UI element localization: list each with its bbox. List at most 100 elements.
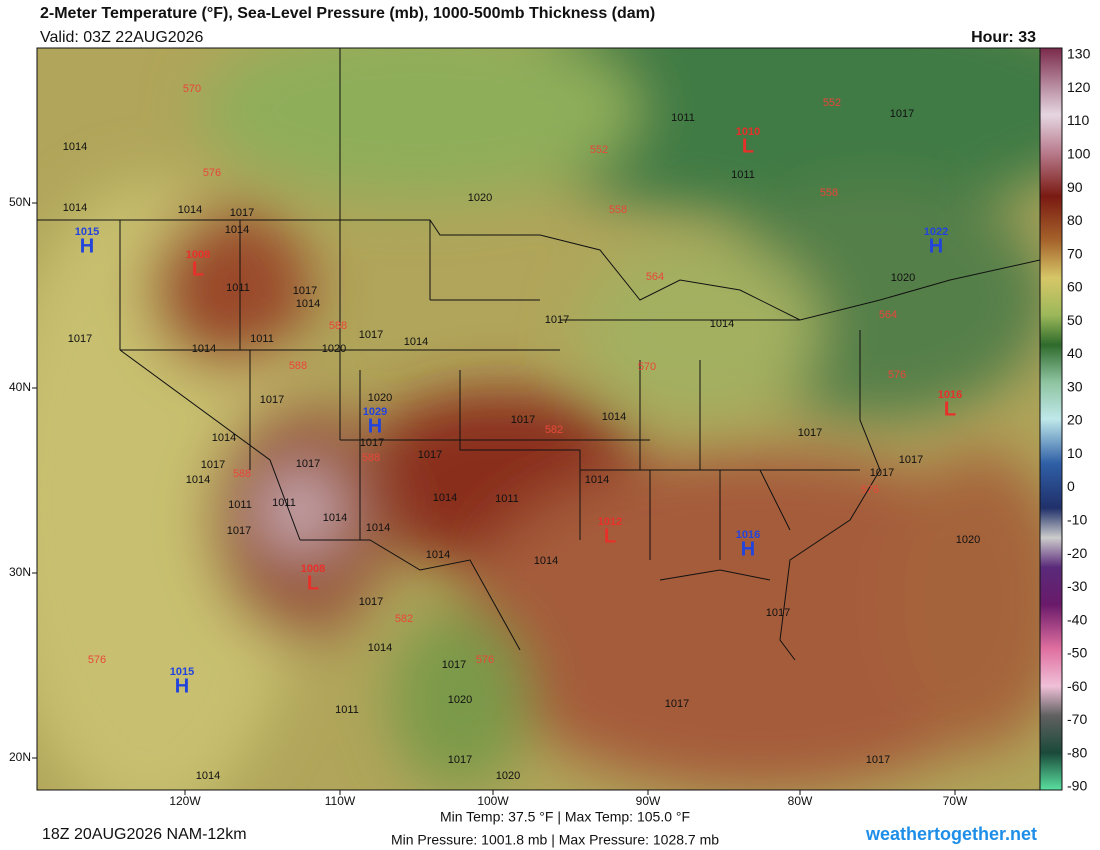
isobar-label: 1014 [196,770,220,782]
colorbar-label: 130 [1067,46,1091,62]
thickness-label: 558 [609,204,627,216]
center-value: 1010 [736,126,760,138]
lat-label: 50N [9,195,31,209]
thickness-label: 576 [88,654,106,666]
isobar-label: 1011 [671,112,695,124]
colorbar-label: 30 [1067,378,1083,394]
center-value: 1029 [363,406,387,418]
thickness-label: 588 [329,320,347,332]
colorbar [1039,47,1063,791]
center-letter: H [175,675,189,697]
isobar-label: 1014 [534,555,558,567]
colorbar-label: 10 [1067,445,1083,461]
colorbar-label: 80 [1067,212,1083,228]
isobar-label: 1014 [710,318,734,330]
isobar-label: 1020 [322,343,346,355]
thickness-label: 588 [289,360,307,372]
isobar-label: 1014 [296,298,320,310]
colorbar-label: 70 [1067,245,1083,261]
thickness-label: 564 [879,309,897,321]
center-letter: H [741,538,755,560]
isobar-label: 1020 [368,392,392,404]
isobar-label: 1011 [250,333,274,345]
isobar-label: 1017 [293,285,317,297]
center-value: 1022 [924,226,948,238]
center-letter: L [944,398,956,420]
isobar-label: 1014 [426,549,450,561]
thickness-label: 576 [203,167,221,179]
colorbar-label: -50 [1067,645,1087,661]
isobar-label: 1017 [899,454,923,466]
lat-label: 30N [9,565,31,579]
isobar-label: 1011 [731,169,755,181]
isobar-label: 1014 [192,343,216,355]
isobar-label: 1017 [260,394,284,406]
isobar-label: 1014 [212,432,236,444]
colorbar-label: -90 [1067,778,1087,794]
lon-label: 80W [788,794,813,808]
lon-label: 70W [943,794,968,808]
site-link: weathertogether.net [865,824,1037,844]
thickness-label: 582 [545,424,563,436]
isobar-label: 1017 [201,459,225,471]
center-value: 1008 [301,563,325,575]
thickness-label: 576 [861,484,879,496]
lon-label: 120W [169,794,201,808]
isobar-label: 1014 [63,141,87,153]
isobar-label: 1017 [359,596,383,608]
center-value: 1016 [938,389,962,401]
colorbar-label: -20 [1067,545,1087,561]
center-value: 1016 [736,529,760,541]
isobar-label: 1011 [335,704,359,716]
isobar-label: 1017 [890,108,914,120]
isobar-label: 1017 [227,525,251,537]
thickness-label: 558 [820,187,838,199]
isobar-label: 1011 [495,493,519,505]
center-value: 1008 [186,249,210,261]
center-letter: L [604,525,616,547]
thickness-label: 552 [823,97,841,109]
isobar-label: 1017 [798,427,822,439]
isobar-label: 1017 [870,467,894,479]
colorbar-label: 50 [1067,312,1083,328]
center-letter: H [368,415,382,437]
isobar-label: 1011 [226,282,250,294]
isobar-label: 1014 [404,336,428,348]
lon-label: 100W [477,794,509,808]
thickness-label: 582 [395,613,413,625]
colorbar-label: -60 [1067,678,1087,694]
colorbar-label: -30 [1067,578,1087,594]
thickness-label: 564 [646,271,664,283]
model-run: 18Z 20AUG2026 NAM-12km [42,826,247,843]
isobar-label: 1017 [766,607,790,619]
thickness-label: 570 [183,83,201,95]
isobar-label: 1011 [228,499,252,511]
lon-label: 90W [636,794,661,808]
thickness-label: 570 [638,361,656,373]
isobar-label: 1017 [360,437,384,449]
lon-label: 110W [325,794,356,808]
isobar-label: 1011 [272,497,296,509]
center-letter: L [192,258,204,280]
center-letter: L [307,572,319,594]
isobar-label: 1017 [866,754,890,766]
center-letter: H [929,235,943,257]
isobar-label: 1020 [448,694,472,706]
center-letter: L [742,135,754,157]
isobar-label: 1014 [366,522,390,534]
isobar-label: 1020 [891,272,915,284]
thickness-label: 588 [362,452,380,464]
isobar-label: 1014 [225,224,249,236]
valid-time: Valid: 03Z 22AUG2026 [40,29,203,46]
colorbar-label: -10 [1067,512,1087,528]
colorbar-label: 90 [1067,179,1083,195]
isobar-label: 1020 [496,770,520,782]
isobar-label: 1017 [545,314,569,326]
isobar-label: 1017 [68,333,92,345]
colorbar-label: 20 [1067,412,1083,428]
thickness-label: 588 [233,468,251,480]
isobar-label: 1014 [63,202,87,214]
isobar-label: 1017 [665,698,689,710]
